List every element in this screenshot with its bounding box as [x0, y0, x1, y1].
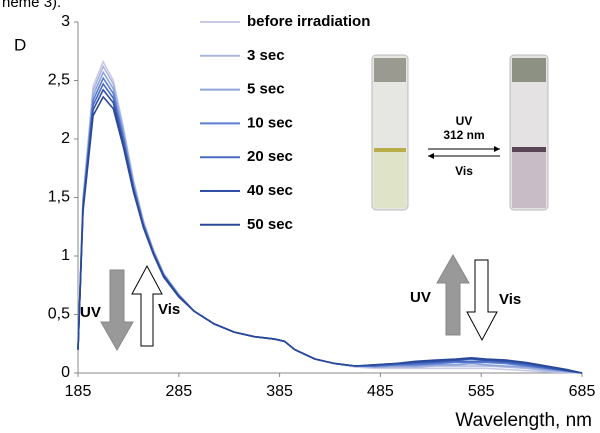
series-line — [77, 64, 583, 374]
series-line — [77, 70, 583, 374]
inset-label: 312 nm — [443, 128, 484, 142]
uv-arrow — [100, 269, 134, 352]
annotation: Vis — [158, 301, 180, 318]
series-line — [77, 82, 583, 374]
solution — [512, 150, 546, 208]
arrowhead — [494, 146, 500, 152]
arrowhead — [428, 153, 434, 159]
annotation: UV — [410, 289, 431, 306]
inset-label: UV — [456, 114, 473, 128]
series-line — [77, 95, 583, 374]
uv-arrow — [436, 253, 470, 336]
y-tick-label: 2 — [61, 130, 70, 147]
legend-label: 20 sec — [247, 148, 293, 165]
legend-label: 3 sec — [247, 47, 285, 64]
vial-cap — [512, 58, 546, 82]
meniscus — [512, 147, 546, 152]
annotation: UV — [80, 304, 101, 321]
solution — [374, 150, 406, 208]
vial-cap — [374, 58, 406, 82]
y-tick-label: 3 — [61, 13, 70, 30]
inset-photo: UV 312 nm Vis — [371, 54, 549, 211]
series-line — [77, 76, 583, 374]
legend-label: 40 sec — [247, 182, 293, 199]
x-axis-label: Wavelength, nm — [455, 410, 592, 431]
legend-label: before irradiation — [247, 13, 370, 30]
x-tick-label: 585 — [468, 383, 495, 400]
x-tick-label: 485 — [367, 383, 394, 400]
caption-fragment: heme 3). — [2, 0, 61, 11]
series-line — [77, 59, 583, 374]
series-line — [77, 88, 583, 374]
x-tick-label: 185 — [65, 383, 92, 400]
legend-label: 50 sec — [247, 216, 293, 233]
annotation: Vis — [499, 291, 521, 308]
vis-arrow — [131, 264, 163, 347]
y-tick-label: 1 — [61, 247, 70, 264]
y-tick-label: 0,5 — [48, 306, 70, 323]
meniscus — [374, 148, 406, 152]
y-tick-label: 1,5 — [48, 189, 70, 206]
y-axis-label: D — [14, 35, 26, 54]
x-tick-label: 385 — [266, 383, 293, 400]
legend-label: 10 sec — [247, 114, 293, 131]
x-tick-label: 685 — [569, 383, 596, 400]
legend-label: 5 sec — [247, 81, 285, 98]
y-tick-label: 0 — [61, 364, 70, 381]
x-tick-label: 285 — [165, 383, 192, 400]
inset-label: Vis — [455, 164, 473, 178]
vis-arrow — [466, 259, 498, 342]
y-tick-label: 2,5 — [48, 72, 70, 89]
